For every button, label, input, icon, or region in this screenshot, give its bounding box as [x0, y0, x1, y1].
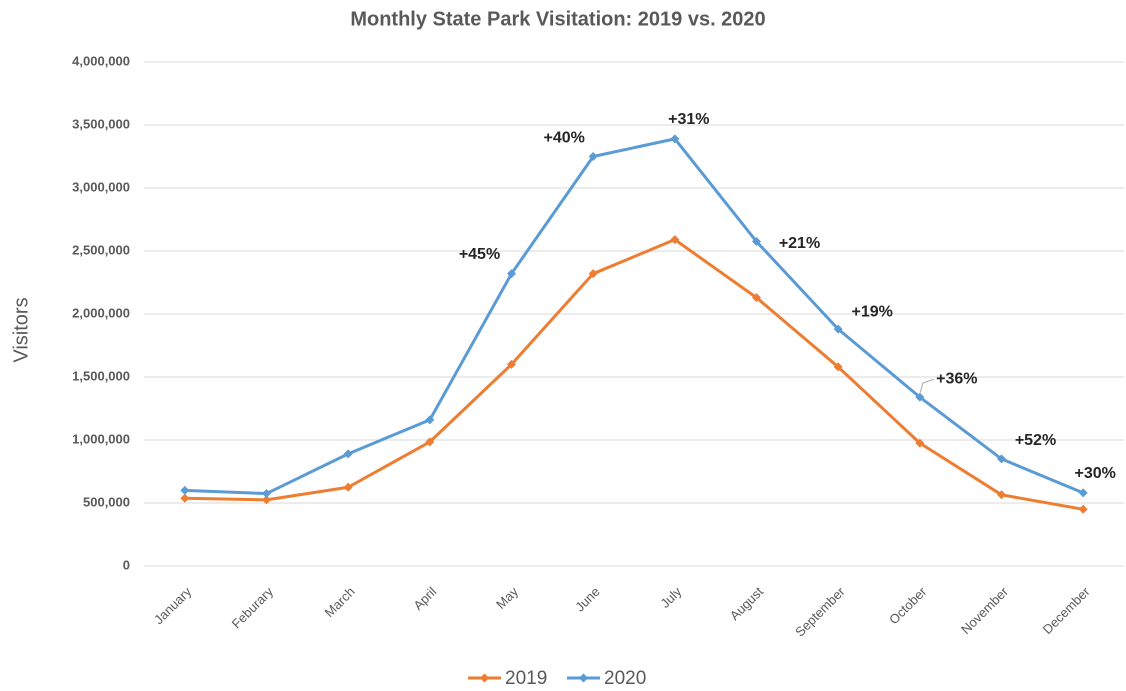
point-marker	[588, 152, 598, 161]
annotation: +21%	[779, 235, 820, 252]
point-marker	[180, 485, 190, 495]
x-tick-label: Feburary	[229, 584, 277, 632]
point-marker	[997, 490, 1006, 500]
chart-title: Monthly State Park Visitation: 2019 vs. …	[350, 8, 765, 30]
y-tick-label: 1,000,000	[72, 431, 130, 446]
point-marker	[262, 495, 271, 505]
y-tick-label: 3,000,000	[72, 179, 130, 194]
annotation: +40%	[543, 130, 584, 147]
y-tick-label: 2,500,000	[72, 242, 130, 257]
point-marker	[507, 269, 516, 279]
point-marker	[588, 269, 598, 279]
y-tick-label: 1,500,000	[72, 368, 130, 383]
y-tick-label: 3,500,000	[72, 116, 130, 131]
x-tick-label: October	[886, 583, 930, 627]
point-marker	[425, 437, 435, 447]
leader-line	[919, 378, 935, 395]
point-marker	[997, 454, 1006, 464]
x-tick-label: March	[322, 584, 358, 620]
point-marker	[670, 134, 680, 144]
series-line	[184, 137, 1084, 496]
point-marker	[1078, 488, 1088, 498]
legend-label: 2019	[505, 668, 547, 689]
x-tick-label: September	[792, 583, 848, 639]
point-marker	[670, 235, 680, 245]
annotation: +19%	[851, 303, 892, 320]
x-tick-label: June	[572, 584, 603, 615]
y-tick-label: 500,000	[83, 494, 130, 509]
legend-marker	[579, 673, 588, 683]
point-marker	[752, 237, 761, 247]
y-tick-label: 4,000,000	[72, 53, 130, 68]
x-tick-label: May	[493, 584, 521, 612]
point-marker	[343, 482, 353, 492]
point-marker	[180, 493, 190, 503]
y-tick-label: 2,000,000	[72, 305, 130, 320]
annotation: +45%	[459, 246, 500, 263]
x-tick-label: April	[410, 584, 439, 613]
annotation: +31%	[668, 111, 709, 128]
x-tick-label: December	[1040, 583, 1093, 636]
point-marker	[833, 324, 843, 334]
y-tick-label: 0	[123, 557, 130, 572]
point-marker	[507, 359, 516, 369]
annotation: +36%	[936, 370, 977, 387]
point-marker	[915, 392, 925, 402]
x-tick-label: July	[657, 584, 684, 611]
point-marker	[752, 293, 761, 303]
annotation: +52%	[1015, 432, 1056, 449]
x-tick-label: November	[958, 583, 1011, 636]
legend-label: 2020	[604, 668, 646, 689]
point-marker	[1078, 504, 1088, 514]
annotation: +30%	[1074, 465, 1115, 482]
x-tick-label: August	[727, 584, 766, 623]
legend-marker	[480, 673, 489, 683]
point-marker	[262, 489, 271, 499]
series-line	[184, 238, 1084, 511]
point-marker	[833, 362, 843, 372]
point-marker	[915, 438, 925, 448]
x-tick-label: January	[151, 584, 195, 628]
point-marker	[425, 415, 435, 425]
point-marker	[343, 449, 353, 459]
y-axis-label: Visitors	[10, 297, 32, 362]
